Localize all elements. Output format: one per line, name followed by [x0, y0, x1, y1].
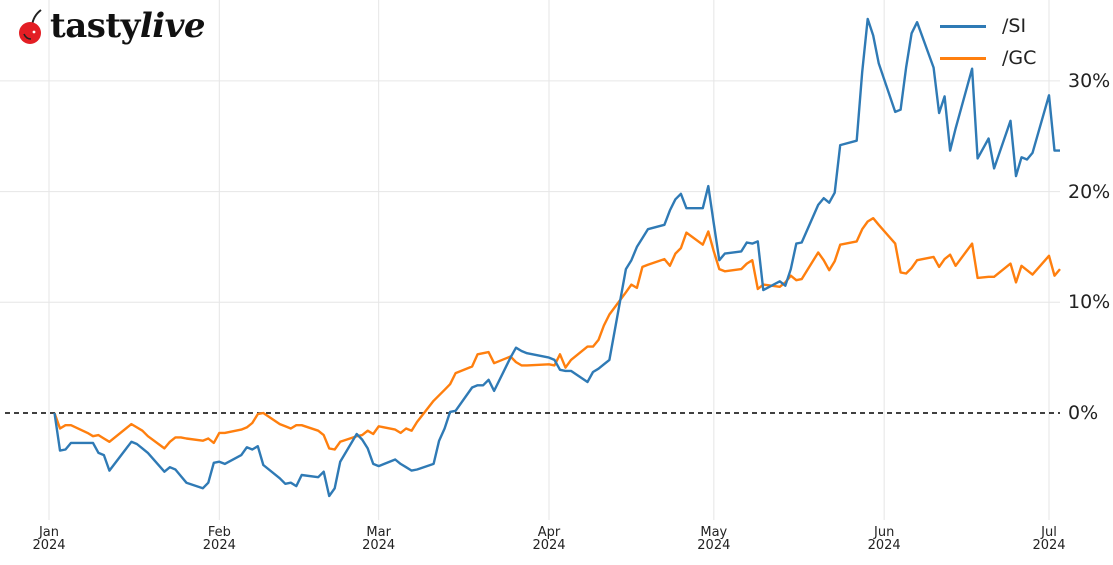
x-tick-label: Mar 2024	[362, 525, 396, 553]
legend-swatch-gc	[940, 56, 986, 60]
x-tick-label: May 2024	[697, 525, 731, 553]
tastylive-logo: tastylive	[14, 4, 206, 48]
legend-label-si: /SI	[1002, 15, 1027, 37]
y-tick-label: 30%	[1068, 69, 1111, 92]
cherry-icon	[19, 9, 42, 44]
grid-lines	[0, 0, 1060, 520]
y-tick-label: 10%	[1068, 291, 1111, 314]
x-tick-label: Apr 2024	[532, 525, 566, 553]
logo-wordmark: tastylive	[50, 6, 206, 46]
series-line-si	[53, 17, 1060, 498]
x-tick-label: Feb 2024	[202, 525, 236, 553]
x-tick-label: Jun 2024	[867, 525, 901, 553]
series-line-gc	[53, 216, 1061, 451]
x-tick-label: Jan 2024	[32, 525, 66, 553]
chart-legend: /SI /GC	[940, 10, 1036, 74]
legend-item-si: /SI	[940, 10, 1036, 42]
x-tick-label: Jul 2024	[1032, 525, 1066, 553]
logo-wordmark-tasty: tasty	[50, 6, 140, 46]
logo-wordmark-live: live	[139, 6, 206, 46]
legend-item-gc: /GC	[940, 42, 1036, 74]
legend-swatch-si	[940, 24, 986, 28]
y-tick-label: 20%	[1068, 180, 1111, 203]
y-tick-label: 0%	[1068, 402, 1099, 424]
legend-label-gc: /GC	[1002, 47, 1037, 69]
